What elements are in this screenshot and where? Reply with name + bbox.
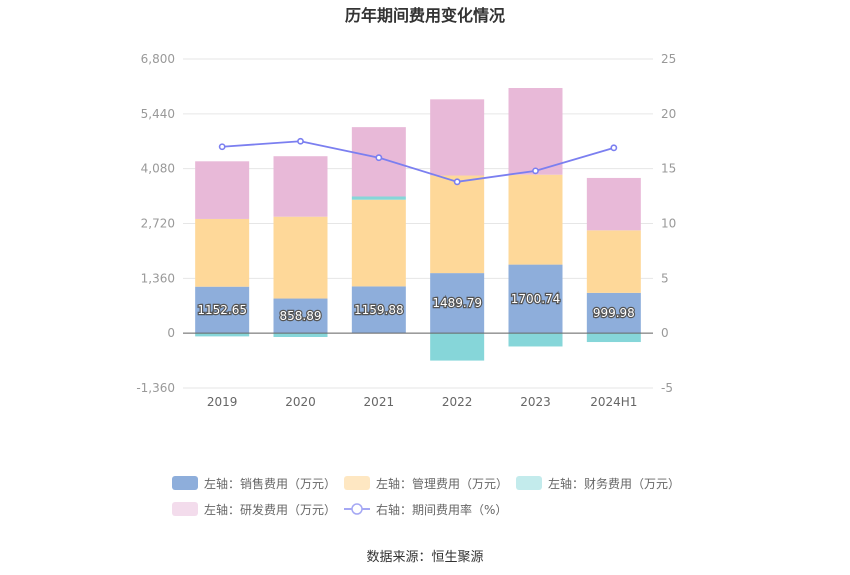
legend-swatch-rnd <box>172 502 198 516</box>
right-tick-label: 25 <box>661 52 676 66</box>
data-label: 1700.74 <box>511 292 561 306</box>
data-label: 1152.65 <box>197 303 247 317</box>
x-tick-label: 2022 <box>442 395 473 409</box>
left-tick-label: 5,440 <box>141 107 175 121</box>
legend-row-1: 左轴：销售费用（万元） 左轴：管理费用（万元） 左轴：财务费用（万元） <box>172 470 692 496</box>
legend-swatch-finance <box>516 476 542 490</box>
bar[interactable] <box>430 273 485 334</box>
bar[interactable] <box>586 177 641 231</box>
legend-swatch-rate <box>344 503 370 515</box>
legend-item-rnd[interactable]: 左轴：研发费用（万元） <box>172 501 344 518</box>
legend-label-sales: 左轴：销售费用（万元） <box>204 476 337 491</box>
left-tick-label: 2,720 <box>141 217 175 231</box>
rate-point[interactable] <box>218 143 226 151</box>
legend: 左轴：销售费用（万元） 左轴：管理费用（万元） 左轴：财务费用（万元） 左轴：研… <box>172 470 692 522</box>
legend-swatch-sales <box>172 476 198 490</box>
bar[interactable] <box>351 127 406 197</box>
bar[interactable] <box>586 333 641 343</box>
right-tick-label: 15 <box>661 162 676 176</box>
legend-label-admin: 左轴：管理费用（万元） <box>376 476 509 491</box>
bar[interactable] <box>273 298 328 334</box>
bar[interactable] <box>273 333 328 337</box>
bar[interactable] <box>195 161 250 219</box>
right-tick-label: 10 <box>661 217 676 231</box>
rate-point[interactable] <box>532 167 539 175</box>
bar[interactable] <box>351 286 406 334</box>
x-tick-label: 2019 <box>207 395 238 409</box>
bar[interactable] <box>430 99 485 176</box>
rate-point[interactable] <box>610 144 618 152</box>
legend-label-finance: 左轴：财务费用（万元） <box>548 476 681 491</box>
bar-group <box>195 87 641 361</box>
axes: 6,800 5,440 4,080 2,720 1,360 0 -1,360 25 20 15 10… <box>136 52 676 409</box>
legend-label-rate: 右轴：期间费用率（%） <box>376 502 508 517</box>
bar[interactable] <box>508 264 563 334</box>
source-note: 数据来源：恒生聚源 <box>366 550 484 565</box>
bar[interactable] <box>273 216 328 299</box>
right-tick-label: 0 <box>661 326 669 340</box>
bar[interactable] <box>508 87 563 175</box>
chart-title: 历年期间费用变化情况 <box>344 6 505 25</box>
bar[interactable] <box>351 199 406 287</box>
rate-point[interactable] <box>297 137 304 145</box>
bar[interactable] <box>195 286 250 334</box>
rate-point[interactable] <box>453 178 461 186</box>
left-tick-label: 0 <box>167 326 175 340</box>
bar[interactable] <box>430 175 485 274</box>
chart-area: 1152.65 858.89 1159.88 1489.79 1700.74 999.98… <box>136 52 676 409</box>
data-label: 999.98 <box>593 306 635 320</box>
legend-label-rnd: 左轴：研发费用（万元） <box>204 502 337 517</box>
rate-line <box>222 140 615 183</box>
legend-item-finance[interactable]: 左轴：财务费用（万元） <box>516 475 686 492</box>
x-tick-label: 2023 <box>520 395 551 409</box>
right-tick-label: 5 <box>661 271 669 285</box>
grid-lines <box>183 58 653 389</box>
legend-item-rate[interactable]: 右轴：期间费用率（%） <box>344 501 516 518</box>
data-labels: 1152.65 858.89 1159.88 1489.79 1700.74 999.98 <box>196 291 636 324</box>
legend-item-admin[interactable]: 左轴：管理费用（万元） <box>344 475 516 492</box>
right-tick-label: 20 <box>661 107 676 121</box>
left-tick-label: 4,080 <box>141 162 175 176</box>
left-tick-label: 6,800 <box>141 52 175 66</box>
bar[interactable] <box>195 333 250 337</box>
left-tick-label: 1,360 <box>141 271 175 285</box>
bar[interactable] <box>351 196 406 200</box>
bar[interactable] <box>508 174 563 265</box>
right-tick-label: -5 <box>661 381 673 395</box>
rate-point[interactable] <box>375 154 383 162</box>
bar[interactable] <box>430 333 485 361</box>
x-tick-label: 2020 <box>285 395 316 409</box>
x-tick-label: 2021 <box>364 395 395 409</box>
data-label: 1159.88 <box>354 303 404 317</box>
data-label: 1489.79 <box>432 296 482 310</box>
legend-swatch-admin <box>344 476 370 490</box>
legend-item-sales[interactable]: 左轴：销售费用（万元） <box>172 475 344 492</box>
bar[interactable] <box>195 218 250 287</box>
bar[interactable] <box>586 230 641 293</box>
legend-row-2: 左轴：研发费用（万元） 右轴：期间费用率（%） <box>172 496 692 522</box>
data-label: 858.89 <box>280 309 322 323</box>
bar[interactable] <box>508 333 563 347</box>
x-tick-label: 2024H1 <box>590 395 637 409</box>
left-tick-label: -1,360 <box>136 381 175 395</box>
bar[interactable] <box>586 292 641 334</box>
bar[interactable] <box>273 156 328 217</box>
line-group <box>218 137 618 186</box>
